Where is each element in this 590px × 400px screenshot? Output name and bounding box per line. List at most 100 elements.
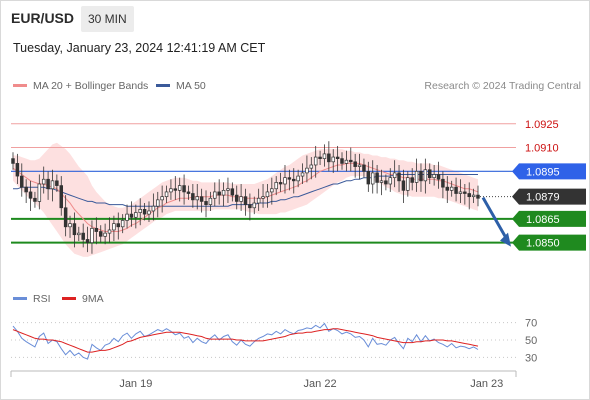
candle bbox=[454, 186, 458, 194]
candle bbox=[116, 223, 121, 228]
candle bbox=[322, 153, 327, 159]
candle bbox=[90, 228, 94, 243]
rsi-swatch bbox=[13, 296, 27, 300]
candle bbox=[112, 223, 116, 231]
candle bbox=[129, 213, 134, 218]
level-label-5: 1.0850 bbox=[526, 238, 560, 250]
candle bbox=[432, 174, 436, 179]
x-tick-label: Jan 22 bbox=[304, 378, 337, 390]
candle bbox=[103, 232, 107, 237]
candle bbox=[401, 180, 406, 191]
candle bbox=[11, 158, 15, 164]
legend-rsi: RSI bbox=[13, 293, 51, 307]
candle bbox=[234, 194, 239, 202]
candle bbox=[375, 172, 379, 183]
candle bbox=[436, 174, 441, 180]
candle bbox=[419, 170, 423, 182]
candle bbox=[55, 180, 59, 186]
forecast-arrow-shaft bbox=[481, 196, 509, 241]
x-tick-label: Jan 23 bbox=[470, 378, 503, 390]
level-label-2: 1.0895 bbox=[526, 166, 560, 178]
candle bbox=[33, 197, 37, 202]
candle bbox=[182, 185, 186, 193]
candle bbox=[191, 193, 195, 201]
rsi-line bbox=[12, 322, 479, 360]
candle bbox=[410, 177, 414, 183]
candle bbox=[199, 196, 204, 202]
candle bbox=[230, 188, 235, 196]
ma50-swatch bbox=[156, 83, 170, 87]
candle bbox=[313, 156, 318, 166]
candle bbox=[147, 210, 151, 215]
candle bbox=[156, 199, 160, 207]
candle bbox=[423, 169, 428, 182]
candle bbox=[204, 201, 208, 205]
candle bbox=[406, 177, 410, 191]
candle bbox=[239, 196, 243, 202]
candle bbox=[24, 186, 28, 193]
candle bbox=[384, 180, 388, 185]
candle bbox=[134, 212, 138, 218]
candle bbox=[335, 156, 340, 159]
candle bbox=[344, 159, 349, 164]
candle bbox=[357, 164, 362, 167]
candle bbox=[98, 231, 103, 237]
candle bbox=[318, 156, 322, 159]
candle bbox=[217, 191, 221, 196]
timestamp-label: Tuesday, January 23, 2024 12:41:19 AM CE… bbox=[13, 41, 266, 55]
candle bbox=[331, 156, 335, 163]
ma20-legend-label: MA 20 + Bollinger Bands bbox=[33, 80, 149, 92]
candle bbox=[107, 229, 112, 234]
candle bbox=[221, 189, 226, 196]
candle bbox=[252, 202, 257, 209]
candle bbox=[226, 188, 230, 191]
rsi-ma-legend-label: 9MA bbox=[82, 293, 104, 305]
candle bbox=[414, 170, 419, 183]
rsi-tick-label: 70 bbox=[525, 318, 537, 330]
candle bbox=[379, 180, 384, 183]
rsi-ma-line bbox=[12, 328, 479, 353]
legend-ma20: MA 20 + Bollinger Bands bbox=[13, 80, 148, 94]
candle bbox=[445, 186, 450, 191]
candle bbox=[243, 196, 248, 205]
candle bbox=[449, 186, 454, 191]
candle bbox=[15, 163, 20, 177]
level-tag-4 bbox=[512, 210, 586, 227]
candle bbox=[292, 178, 296, 182]
candle bbox=[397, 172, 401, 182]
candle bbox=[296, 175, 300, 182]
candle bbox=[353, 161, 357, 167]
x-tick-label: Jan 19 bbox=[119, 378, 152, 390]
candle bbox=[427, 169, 432, 179]
level-tag-5 bbox=[512, 234, 586, 251]
candle bbox=[208, 197, 213, 205]
candle bbox=[173, 188, 178, 191]
candle bbox=[59, 185, 64, 209]
timeframe-button[interactable]: 30 MIN bbox=[81, 6, 134, 32]
rsi-tick-label: 30 bbox=[525, 352, 537, 364]
candle bbox=[256, 197, 261, 204]
ma20-swatch bbox=[13, 83, 27, 87]
candle bbox=[41, 178, 46, 185]
level-tag-2 bbox=[512, 163, 586, 180]
candle bbox=[270, 188, 274, 193]
candle bbox=[458, 191, 463, 194]
candle bbox=[142, 209, 147, 215]
candle bbox=[68, 223, 72, 228]
candle bbox=[50, 180, 55, 190]
candle bbox=[151, 205, 156, 212]
candle bbox=[278, 182, 283, 185]
candle bbox=[138, 209, 142, 213]
candle bbox=[164, 191, 169, 198]
candle bbox=[160, 196, 164, 201]
candle bbox=[46, 178, 50, 190]
candle bbox=[388, 177, 393, 185]
candle bbox=[441, 178, 445, 188]
candle bbox=[283, 177, 287, 185]
level-label-0: 1.0925 bbox=[525, 119, 559, 131]
level-label-1: 1.0910 bbox=[525, 143, 559, 155]
candle bbox=[20, 175, 24, 188]
symbol-label: EUR/USD bbox=[11, 10, 75, 26]
candle bbox=[120, 220, 125, 228]
